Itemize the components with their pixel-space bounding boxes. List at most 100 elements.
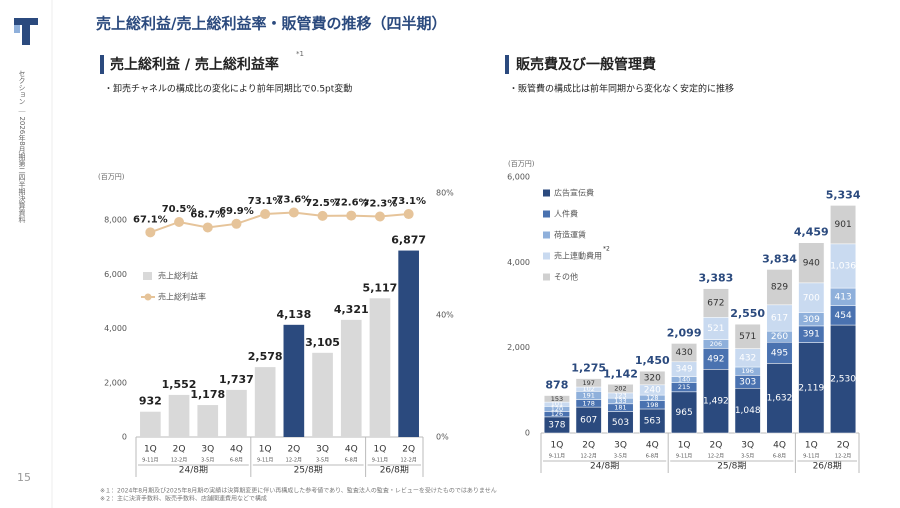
bar bbox=[398, 250, 419, 437]
segment-label: 196 bbox=[741, 367, 753, 375]
total-label: 878 bbox=[545, 379, 568, 392]
segment-label: 123 bbox=[614, 392, 626, 400]
legend-label: 荷造運賃 bbox=[554, 230, 586, 240]
x-tick-label: 2Q bbox=[287, 445, 300, 455]
bar bbox=[369, 298, 391, 437]
x-tick-label: 1Q bbox=[259, 445, 272, 455]
y-tick-label: 8,000 bbox=[104, 216, 127, 225]
line-label: 68.7% bbox=[190, 209, 225, 220]
segment-label: 391 bbox=[803, 330, 820, 340]
line-label: 72.6% bbox=[334, 198, 369, 209]
line-marker bbox=[317, 210, 328, 221]
segment-label: 1,632 bbox=[767, 394, 793, 404]
segment-label: 521 bbox=[707, 324, 724, 334]
bar-segment bbox=[671, 343, 698, 363]
segment-label: 178 bbox=[582, 399, 594, 407]
segment-label: 202 bbox=[614, 385, 626, 393]
x-tick-sublabel: 6-8月 bbox=[773, 454, 786, 460]
legend-swatch bbox=[543, 210, 550, 218]
legend-label: 人件費 bbox=[554, 209, 578, 219]
footnote: ※２：主に決済手数料、販売手数料、店舗関連費用などで構成 bbox=[100, 495, 267, 503]
line-marker bbox=[202, 222, 213, 233]
title-note: *1 bbox=[296, 50, 304, 58]
segment-label: 700 bbox=[803, 293, 820, 303]
total-label: 3,834 bbox=[762, 252, 797, 265]
legend-label: 広告宣伝費 bbox=[554, 188, 594, 198]
y2-tick-label: 80% bbox=[436, 189, 454, 198]
bar bbox=[312, 352, 333, 437]
segment-label: 101 bbox=[551, 400, 563, 408]
segment-label: 320 bbox=[644, 374, 661, 384]
legend-marker bbox=[144, 293, 152, 301]
segment-label: 303 bbox=[739, 377, 756, 387]
bar-segment bbox=[734, 323, 761, 349]
segment-label: 120 bbox=[551, 405, 563, 413]
segment-label: 901 bbox=[835, 220, 852, 230]
bar bbox=[254, 367, 276, 437]
line-label: 73.6% bbox=[276, 195, 311, 206]
segment-label: 672 bbox=[707, 298, 724, 308]
section-title: 販売費及び一般管理費 bbox=[516, 56, 656, 73]
x-tick-label: 4Q bbox=[773, 441, 786, 451]
bullet: ・卸売チャネルの構成比の変化により前年同期比で0.5pt変動 bbox=[104, 83, 352, 95]
segment-label: 126 bbox=[551, 410, 563, 418]
segment-label: 940 bbox=[803, 258, 820, 268]
x-tick-sublabel: 9-11月 bbox=[549, 454, 565, 460]
y-tick-label: 2,000 bbox=[507, 343, 530, 352]
x-tick-sublabel: 9-11月 bbox=[142, 458, 158, 464]
segment-label: 965 bbox=[676, 408, 693, 418]
y-tick-label: 4,000 bbox=[104, 324, 127, 333]
segment-label: 2,119 bbox=[798, 383, 824, 393]
segment-label: 378 bbox=[548, 420, 565, 430]
segment-label: 1,492 bbox=[703, 397, 729, 407]
line-marker bbox=[403, 209, 414, 220]
segment-label: 260 bbox=[771, 332, 788, 342]
segment-label: 215 bbox=[678, 383, 690, 391]
segment-label: 617 bbox=[771, 313, 788, 323]
bar-segment bbox=[798, 242, 825, 284]
y-tick-label: 0 bbox=[122, 433, 127, 442]
logo-top bbox=[14, 18, 38, 25]
y-tick-label: 0 bbox=[525, 429, 530, 438]
bar-segment bbox=[798, 282, 825, 313]
bar bbox=[340, 319, 362, 437]
line bbox=[150, 211, 409, 234]
bar-label: 1,737 bbox=[219, 373, 254, 386]
bar-segment bbox=[639, 370, 666, 386]
segment-label: 1,036 bbox=[830, 261, 856, 271]
x-tick-label: 3Q bbox=[316, 445, 329, 455]
bar-segment bbox=[671, 391, 698, 434]
segment-label: 430 bbox=[676, 348, 693, 358]
bar-label: 5,117 bbox=[363, 281, 398, 294]
segment-label: 198 bbox=[646, 401, 658, 409]
segment-label: 607 bbox=[580, 416, 597, 426]
segment-label: 181 bbox=[614, 404, 626, 412]
segment-label: 2,530 bbox=[830, 375, 856, 385]
bar-label: 4,321 bbox=[334, 303, 369, 316]
y-tick-label: 4,000 bbox=[507, 258, 530, 267]
legend-swatch bbox=[543, 273, 550, 281]
total-label: 5,334 bbox=[826, 188, 861, 201]
x-tick-sublabel: 3-5月 bbox=[741, 454, 754, 460]
legend-swatch bbox=[543, 189, 550, 197]
bar bbox=[168, 394, 190, 437]
unit-label: (百万円) bbox=[508, 160, 535, 168]
segment-label: 197 bbox=[582, 379, 594, 387]
line-label: 72.3% bbox=[363, 198, 398, 209]
segment-label: 1,048 bbox=[735, 406, 761, 416]
bar-segment bbox=[702, 288, 729, 318]
x-tick-label: 4Q bbox=[646, 441, 659, 451]
segment-label: 413 bbox=[835, 292, 852, 302]
x-tick-label: 3Q bbox=[741, 441, 754, 451]
group-label: 24/8期 bbox=[179, 465, 208, 476]
group-label: 26/8期 bbox=[380, 465, 409, 476]
x-tick-label: 4Q bbox=[345, 445, 358, 455]
bar-label: 3,105 bbox=[305, 336, 340, 349]
bar-segment bbox=[830, 324, 857, 434]
bar bbox=[283, 324, 305, 437]
group-label: 24/8期 bbox=[590, 461, 619, 472]
segment-label: 133 bbox=[614, 397, 626, 405]
bar-segment bbox=[734, 388, 761, 434]
line-marker bbox=[346, 210, 357, 221]
bar-segment bbox=[766, 304, 793, 332]
